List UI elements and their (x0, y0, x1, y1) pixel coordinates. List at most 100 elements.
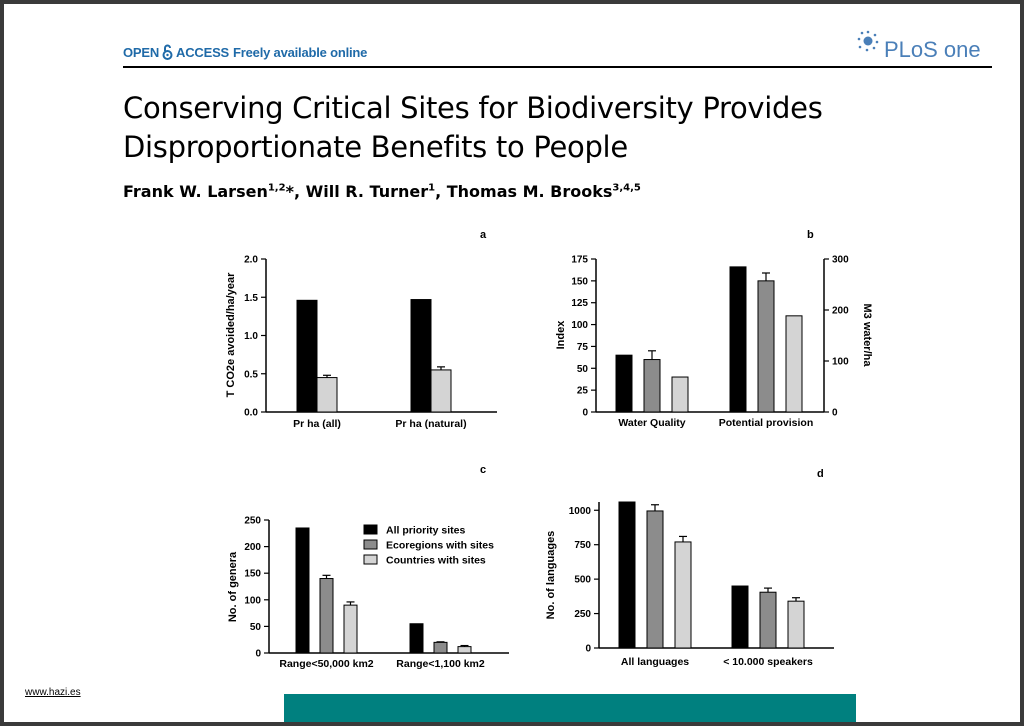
bar (674, 541, 692, 649)
y-tick-label: 500 (574, 575, 591, 586)
legend-swatch (363, 554, 378, 565)
y-tick-label: 175 (571, 255, 588, 266)
bar (759, 591, 777, 649)
y-tick-label: 125 (571, 298, 588, 309)
x-tick-label: Potential provision (719, 417, 814, 429)
x-tick-label: Pr ha (natural) (395, 418, 466, 430)
bar (457, 646, 472, 654)
author-name: Will R. Turner (305, 182, 429, 201)
panel-label: b (807, 229, 814, 241)
y-tick-label: 100 (244, 595, 261, 606)
legend-label: Ecoregions with sites (386, 540, 494, 552)
bar (618, 501, 636, 649)
bar (615, 354, 633, 413)
y-tick-label: 0 (255, 649, 261, 660)
y-axis-label: T CO2e avoided/ha/year (225, 272, 237, 397)
author-affiliation: 1 (428, 182, 436, 194)
y-tick-label: 150 (244, 569, 261, 580)
y-tick-label: 25 (577, 386, 589, 397)
chart-panel-a: 0.0 0.5 1.0 1.5 2.0 T CO2e avoided/ha/year Pr … (214, 226, 504, 436)
legend-swatch (363, 539, 378, 550)
x-tick-label: Range<50,000 km2 (279, 658, 373, 670)
y-tick-label: 50 (250, 622, 262, 633)
bar (410, 299, 432, 413)
plos-logo-text: PLoS one (884, 37, 981, 62)
bar (316, 377, 338, 413)
y-tick-label: 100 (571, 320, 588, 331)
y-tick-label: 1.0 (244, 331, 258, 342)
author-affiliation: 3,4,5 (612, 182, 641, 194)
right-y-tick-label: 100 (832, 357, 849, 368)
panel-label: c (480, 464, 486, 476)
chart-panel-c: 0 50 100 150 200 250 No. of genera Range<50,000… (214, 459, 514, 674)
x-tick-label: < 10.000 speakers (723, 656, 813, 668)
freely-available-label: Freely available online (233, 45, 368, 60)
legend-label: All priority sites (386, 525, 466, 537)
x-tick-label: All languages (621, 656, 689, 668)
bar (430, 369, 452, 413)
corresponding-mark: * (285, 182, 294, 201)
bar (643, 359, 661, 413)
y-tick-label: 200 (244, 542, 261, 553)
author-name: Thomas M. Brooks (446, 182, 613, 201)
y-tick-label: 50 (577, 364, 589, 375)
open-access-banner: OPEN ACCESS Freely available online (123, 44, 367, 60)
legend-label: Countries with sites (386, 555, 486, 567)
panel-label: a (480, 229, 487, 241)
right-y-tick-label: 0 (832, 408, 838, 419)
y-tick-label: 1.5 (244, 293, 258, 304)
author-name: Frank W. Larsen (123, 182, 268, 201)
right-y-axis-label: M3 water/ha (861, 304, 873, 368)
y-tick-label: 0 (585, 644, 591, 655)
slide: OPEN ACCESS Freely available online PLoS o… (4, 4, 1020, 722)
bar (757, 280, 775, 413)
bar (433, 641, 448, 654)
x-tick-label: Water Quality (618, 417, 685, 429)
footer-link[interactable]: www.hazi.es (25, 687, 81, 698)
bar (785, 315, 803, 413)
y-axis-label: No. of languages (545, 531, 557, 620)
open-label: OPEN (123, 45, 160, 60)
y-axis-label: Index (555, 320, 567, 350)
y-tick-label: 1000 (569, 506, 592, 517)
y-tick-label: 250 (574, 609, 591, 620)
legend-swatch (363, 524, 378, 535)
bar (343, 604, 358, 654)
access-label: ACCESS (176, 45, 230, 60)
title-line-2: Disproportionate Benefits to People (123, 130, 628, 164)
bar (295, 527, 310, 654)
y-tick-label: 75 (577, 342, 589, 353)
bar (296, 299, 318, 413)
right-y-tick-label: 200 (832, 306, 849, 317)
plos-one-logo: PLoS one (856, 30, 996, 66)
footer-bar (284, 694, 856, 722)
y-tick-label: 2.0 (244, 255, 258, 266)
title-line-1: Conserving Critical Sites for Biodiversi… (123, 91, 823, 125)
x-tick-label: Pr ha (all) (293, 418, 341, 430)
author-affiliation: 1,2 (267, 182, 286, 194)
plos-sun-icon (857, 30, 879, 52)
chart-panel-d: 0 250 500 750 1000 No. of languages All langua… (534, 459, 864, 674)
bar (319, 578, 334, 654)
y-tick-label: 750 (574, 540, 591, 551)
bar (409, 623, 424, 654)
x-tick-label: Range<1,100 km2 (396, 658, 485, 670)
chart-panel-b: 0 25 50 75 100 125 150 175 Index 0 100 200 300 M3 wat… (544, 226, 874, 436)
y-tick-label: 150 (571, 276, 588, 287)
bar (646, 510, 664, 649)
paper-title: Conserving Critical Sites for Biodiversi… (123, 89, 823, 167)
bar (729, 266, 747, 413)
right-y-tick-label: 300 (832, 255, 849, 266)
open-lock-icon (162, 44, 173, 60)
bar (731, 585, 749, 649)
bar (787, 600, 805, 649)
panel-label: d (817, 468, 824, 480)
header-rule (123, 66, 992, 68)
author-list: Frank W. Larsen1,2*, Will R. Turner1, Th… (123, 182, 641, 201)
y-tick-label: 0.0 (244, 408, 258, 419)
y-tick-label: 0 (582, 408, 588, 419)
y-tick-label: 0.5 (244, 369, 258, 380)
y-tick-label: 250 (244, 516, 261, 527)
y-axis-label: No. of genera (227, 551, 239, 622)
bar (671, 376, 689, 413)
